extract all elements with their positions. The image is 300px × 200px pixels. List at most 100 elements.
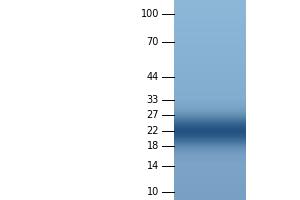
Bar bbox=[174, 125, 246, 126]
Bar bbox=[174, 164, 246, 165]
Bar bbox=[174, 100, 246, 101]
Bar bbox=[174, 151, 246, 152]
Bar bbox=[174, 82, 246, 83]
Bar bbox=[174, 191, 246, 192]
Bar bbox=[174, 198, 246, 199]
Bar bbox=[174, 111, 246, 112]
Bar bbox=[174, 99, 246, 100]
Bar bbox=[174, 146, 246, 147]
Bar bbox=[174, 150, 246, 151]
Bar bbox=[174, 185, 246, 186]
Bar bbox=[174, 94, 246, 95]
Bar bbox=[174, 98, 246, 99]
Bar bbox=[174, 13, 246, 14]
Bar bbox=[174, 187, 246, 188]
Bar bbox=[174, 30, 246, 31]
Bar bbox=[174, 112, 246, 113]
Bar bbox=[174, 138, 246, 139]
Bar bbox=[174, 115, 246, 116]
Bar bbox=[174, 139, 246, 140]
Bar bbox=[174, 29, 246, 30]
Bar bbox=[174, 76, 246, 77]
Bar bbox=[174, 156, 246, 157]
Bar bbox=[174, 56, 246, 57]
Bar bbox=[174, 123, 246, 124]
Bar bbox=[174, 43, 246, 44]
Text: 14: 14 bbox=[147, 161, 159, 171]
Bar bbox=[174, 142, 246, 143]
Bar bbox=[174, 192, 246, 193]
Bar bbox=[174, 118, 246, 119]
Bar bbox=[174, 102, 246, 103]
Text: 18: 18 bbox=[147, 141, 159, 151]
Bar bbox=[174, 129, 246, 130]
Bar bbox=[174, 114, 246, 115]
Bar bbox=[174, 53, 246, 54]
Bar bbox=[174, 97, 246, 98]
Bar bbox=[174, 78, 246, 79]
Bar bbox=[174, 119, 246, 120]
Bar bbox=[174, 44, 246, 45]
Bar bbox=[174, 1, 246, 2]
Bar bbox=[174, 101, 246, 102]
Bar bbox=[174, 87, 246, 88]
Text: 100: 100 bbox=[141, 9, 159, 19]
Bar bbox=[174, 125, 246, 126]
Bar bbox=[174, 167, 246, 168]
Bar bbox=[174, 199, 246, 200]
Bar bbox=[174, 133, 246, 134]
Bar bbox=[174, 152, 246, 153]
Bar bbox=[174, 172, 246, 173]
Bar bbox=[174, 47, 246, 48]
Bar bbox=[174, 182, 246, 183]
Bar bbox=[174, 33, 246, 34]
Bar bbox=[174, 8, 246, 9]
Bar bbox=[174, 64, 246, 65]
Text: 22: 22 bbox=[146, 126, 159, 136]
Bar bbox=[174, 189, 246, 190]
Bar bbox=[174, 14, 246, 15]
Bar bbox=[174, 161, 246, 162]
Bar bbox=[174, 84, 246, 85]
Bar bbox=[174, 124, 246, 125]
Bar bbox=[174, 180, 246, 181]
Bar bbox=[174, 68, 246, 69]
Bar bbox=[174, 38, 246, 39]
Bar bbox=[174, 123, 246, 124]
Bar bbox=[174, 55, 246, 56]
Bar bbox=[174, 21, 246, 22]
Bar bbox=[174, 145, 246, 146]
Bar bbox=[174, 171, 246, 172]
Bar bbox=[174, 136, 246, 137]
Bar bbox=[174, 67, 246, 68]
Bar bbox=[174, 109, 246, 110]
Bar bbox=[174, 17, 246, 18]
Bar bbox=[174, 136, 246, 137]
Bar bbox=[174, 144, 246, 145]
Bar bbox=[174, 102, 246, 103]
Bar bbox=[174, 15, 246, 16]
Bar bbox=[174, 11, 246, 12]
Bar bbox=[174, 143, 246, 144]
Bar bbox=[174, 162, 246, 163]
Bar bbox=[174, 23, 246, 24]
Bar bbox=[174, 89, 246, 90]
Bar bbox=[174, 134, 246, 135]
Bar bbox=[174, 109, 246, 110]
Bar bbox=[174, 157, 246, 158]
Bar bbox=[174, 145, 246, 146]
Bar bbox=[174, 119, 246, 120]
Bar bbox=[174, 90, 246, 91]
Bar bbox=[174, 65, 246, 66]
Bar bbox=[174, 162, 246, 163]
Bar bbox=[174, 147, 246, 148]
Bar bbox=[174, 27, 246, 28]
Bar bbox=[174, 36, 246, 37]
Bar bbox=[174, 193, 246, 194]
Bar bbox=[174, 4, 246, 5]
Bar bbox=[174, 6, 246, 7]
Bar bbox=[174, 59, 246, 60]
Bar bbox=[174, 2, 246, 3]
Bar bbox=[174, 42, 246, 43]
Bar bbox=[174, 24, 246, 25]
